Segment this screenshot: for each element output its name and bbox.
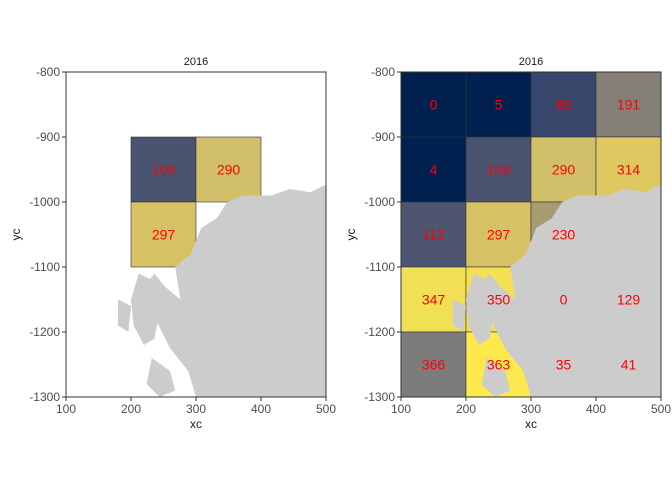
y-tick-label: -800 (371, 65, 395, 79)
x-tick-label: 500 (316, 402, 336, 416)
heatmap-cell (465, 72, 532, 138)
y-tick-label: -1300 (29, 390, 60, 404)
cell-value-label: 4 (430, 162, 438, 178)
cell-value-label: 297 (487, 227, 511, 243)
y-axis-title: yc (9, 229, 23, 241)
land-shape (154, 293, 165, 313)
heatmap-cell (401, 136, 467, 203)
y-tick-label: -900 (36, 130, 60, 144)
cell-value-label: 108 (487, 162, 511, 178)
y-tick-label: -1000 (29, 195, 60, 209)
land-shape (466, 273, 495, 345)
y-tick-label: -1300 (364, 390, 395, 404)
plot-area: 108 290 297 (118, 136, 326, 397)
cell-value-label: 5 (495, 97, 503, 113)
heatmap-cell (530, 136, 597, 203)
land-shape (481, 358, 511, 397)
cell-value-label: 350 (487, 292, 511, 308)
y-tick-label: -1000 (364, 195, 395, 209)
heatmap-cell (195, 136, 262, 203)
cell-value-label: 314 (617, 162, 641, 178)
cell-value-label: 129 (617, 292, 641, 308)
land-shape (131, 273, 160, 345)
x-tick-label: 300 (186, 402, 206, 416)
x-tick-label: 300 (521, 402, 541, 416)
y-axis-title: yc (344, 229, 358, 241)
cell-value-label: 80 (556, 97, 572, 113)
y-tick-label: -900 (371, 130, 395, 144)
land-overlay (453, 185, 661, 397)
cell-value-label: 347 (422, 292, 446, 308)
cell-value-label: 41 (621, 357, 637, 373)
cell-value-label: 290 (552, 162, 576, 178)
cell-value-label: 297 (152, 227, 176, 243)
x-tick-label: 200 (121, 402, 141, 416)
heatmap-cell (130, 136, 197, 203)
cell-value-label: 191 (617, 97, 641, 113)
cell-value-label: 363 (487, 357, 511, 373)
heatmap-cell (595, 72, 661, 138)
x-tick-label: 100 (56, 402, 76, 416)
x-tick-label: 500 (651, 402, 671, 416)
heatmap-cell (401, 201, 467, 268)
cell-value-label: 108 (152, 162, 176, 178)
y-tick-label: -1200 (29, 325, 60, 339)
x-tick-label: 100 (391, 402, 411, 416)
x-axis-title: xc (190, 417, 202, 431)
land-shape (144, 185, 326, 397)
land-shape (118, 299, 131, 332)
cell-value-label: 35 (556, 357, 572, 373)
heatmap-cell (465, 136, 532, 203)
y-tick-label: -1100 (365, 260, 395, 274)
cell-value-label: 112 (422, 227, 445, 243)
heatmap-cell (130, 201, 197, 268)
land-overlay (118, 185, 326, 397)
y-tick-label: -1200 (364, 325, 395, 339)
plot-area: 0 5 80 191 4 108 290 314 112 297 230 347 350 0 129 366 3… (401, 72, 661, 397)
x-axis-title: xc (525, 417, 537, 431)
land-shape (146, 358, 176, 397)
chart-panel: 108 290 297 100 200 300 400 500 -800 -900 -1000 -11… (9, 56, 336, 431)
x-tick-label: 200 (456, 402, 476, 416)
y-tick-label: -1100 (30, 260, 60, 274)
cell-value-label: 230 (552, 227, 576, 243)
chart-panel: 0 5 80 191 4 108 290 314 112 297 230 347 350 0 129 366 3… (344, 56, 671, 431)
land-shape (479, 185, 661, 397)
panel-title: 2016 (519, 56, 543, 68)
cell-value-label: 366 (422, 357, 446, 373)
heatmap-cell (530, 72, 597, 138)
x-tick-label: 400 (586, 402, 606, 416)
cell-value-label: 290 (217, 162, 241, 178)
land-shape (489, 293, 500, 313)
cell-value-label: 0 (560, 292, 568, 308)
cell-value-label: 0 (430, 97, 438, 113)
land-shape (453, 299, 466, 332)
x-tick-label: 400 (251, 402, 271, 416)
panel-title: 2016 (184, 56, 208, 68)
y-tick-label: -800 (36, 65, 60, 79)
